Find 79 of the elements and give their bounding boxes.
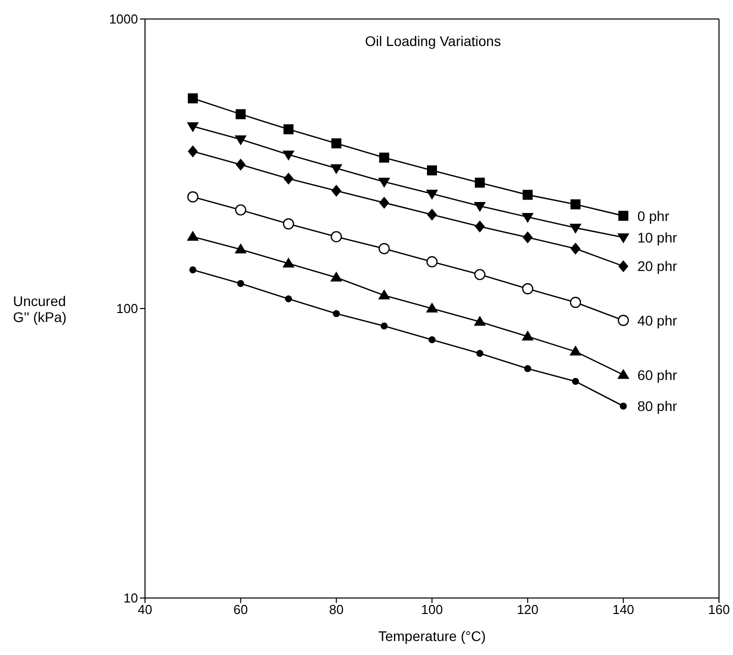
point: [236, 158, 246, 171]
point: [284, 172, 294, 185]
point: [427, 208, 437, 221]
point: [522, 231, 533, 244]
point: [379, 152, 390, 163]
point: [187, 191, 198, 202]
point: [285, 295, 292, 302]
point: [427, 165, 437, 176]
point: [476, 350, 484, 357]
point: [189, 266, 196, 274]
series-label: 40 phr: [637, 312, 678, 328]
point: [188, 145, 198, 158]
point: [378, 243, 390, 254]
x-axis-title: Temperature (°C): [378, 628, 486, 644]
point: [330, 164, 342, 174]
point: [235, 204, 246, 216]
point: [428, 336, 436, 344]
point: [380, 322, 388, 330]
point: [474, 178, 485, 188]
point: [617, 368, 630, 379]
point: [474, 316, 486, 326]
x-tick-label: 100: [421, 602, 443, 618]
point: [426, 190, 438, 200]
point: [378, 178, 390, 188]
y-tick-label: 10: [124, 590, 138, 606]
y-tick-label: 100: [116, 301, 138, 316]
point: [237, 280, 244, 287]
point: [426, 256, 438, 268]
point: [570, 224, 582, 234]
point: [282, 258, 294, 268]
point: [522, 330, 534, 341]
y-axis-title: Uncured G'' (kPa): [13, 293, 68, 325]
point: [474, 268, 486, 280]
point: [474, 202, 486, 212]
point: [522, 283, 534, 294]
series-label: 10 phr: [637, 229, 678, 246]
point: [620, 402, 627, 410]
point: [618, 314, 629, 326]
point: [284, 124, 294, 134]
text: Oil Loading Variations: [364, 33, 502, 49]
point: [330, 231, 342, 242]
point: [234, 243, 247, 254]
point: [282, 218, 294, 230]
x-tick-label: 40: [138, 602, 152, 618]
point: [570, 346, 582, 356]
series-label: 60 phr: [637, 366, 678, 383]
point: [188, 93, 198, 104]
point: [474, 220, 485, 232]
y-tick-label: 1000: [109, 12, 138, 27]
x-tick-label: 140: [612, 602, 634, 618]
point: [234, 135, 247, 146]
point: [617, 233, 630, 244]
point: [378, 289, 390, 300]
point: [282, 150, 294, 161]
x-tick-label: 60: [233, 602, 248, 618]
point: [570, 242, 580, 255]
point: [331, 138, 342, 148]
point: [332, 310, 340, 318]
point: [186, 230, 199, 241]
x-tick-label: 80: [329, 602, 344, 618]
point: [186, 122, 199, 132]
point: [236, 109, 246, 120]
x-tick-label: 160: [708, 602, 730, 618]
point: [524, 365, 532, 372]
series-label: 20 phr: [637, 258, 678, 274]
point: [618, 210, 628, 221]
point: [522, 213, 534, 224]
series-label: 0 phr: [637, 208, 670, 224]
point: [379, 196, 390, 209]
x-tick-label: 120: [516, 602, 539, 618]
point: [331, 184, 342, 197]
point: [570, 296, 582, 308]
series-label: 80 phr: [637, 398, 678, 414]
point: [572, 378, 579, 385]
point: [426, 302, 438, 312]
point: [522, 190, 533, 200]
point: [618, 260, 628, 272]
point: [570, 199, 580, 210]
point: [330, 271, 342, 282]
